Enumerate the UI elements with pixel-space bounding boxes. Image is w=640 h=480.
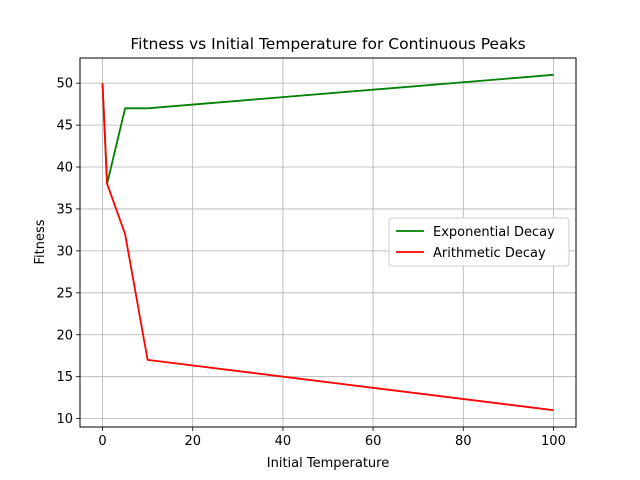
y-tick-label: 10 (56, 412, 73, 427)
x-tick-label: 60 (365, 434, 382, 449)
x-tick-label: 40 (275, 434, 292, 449)
x-axis-label: Initial Temperature (267, 456, 389, 471)
y-tick-label: 50 (56, 77, 73, 92)
y-tick-label: 20 (56, 328, 73, 343)
y-axis-label: Fitness (33, 219, 48, 264)
legend-label-exponential: Exponential Decay (433, 225, 555, 240)
legend: Exponential Decay Arithmetic Decay (388, 217, 570, 267)
tick-layer: 0 20 40 60 80 100 10 15 20 25 30 35 40 45 50 (56, 77, 565, 449)
series-layer (101, 73, 554, 412)
y-tick-label: 15 (56, 370, 73, 385)
y-tick-label: 25 (56, 286, 73, 301)
series-line-arithmetic-decay (101, 83, 554, 412)
y-tick-label: 30 (56, 244, 73, 259)
chart-title: Fitness vs Initial Temperature for Conti… (130, 35, 525, 53)
legend-box (388, 217, 570, 267)
x-tick-label: 0 (98, 434, 106, 449)
y-tick-label: 35 (56, 202, 73, 217)
x-tick-label: 20 (184, 434, 201, 449)
y-tick-label: 45 (56, 119, 73, 134)
series-line-exponential-decay (101, 73, 554, 185)
x-tick-label: 80 (455, 434, 472, 449)
legend-label-arithmetic: Arithmetic Decay (433, 246, 546, 261)
plot-frame (79, 57, 577, 428)
x-tick-label: 100 (541, 434, 566, 449)
y-tick-label: 40 (56, 161, 73, 176)
